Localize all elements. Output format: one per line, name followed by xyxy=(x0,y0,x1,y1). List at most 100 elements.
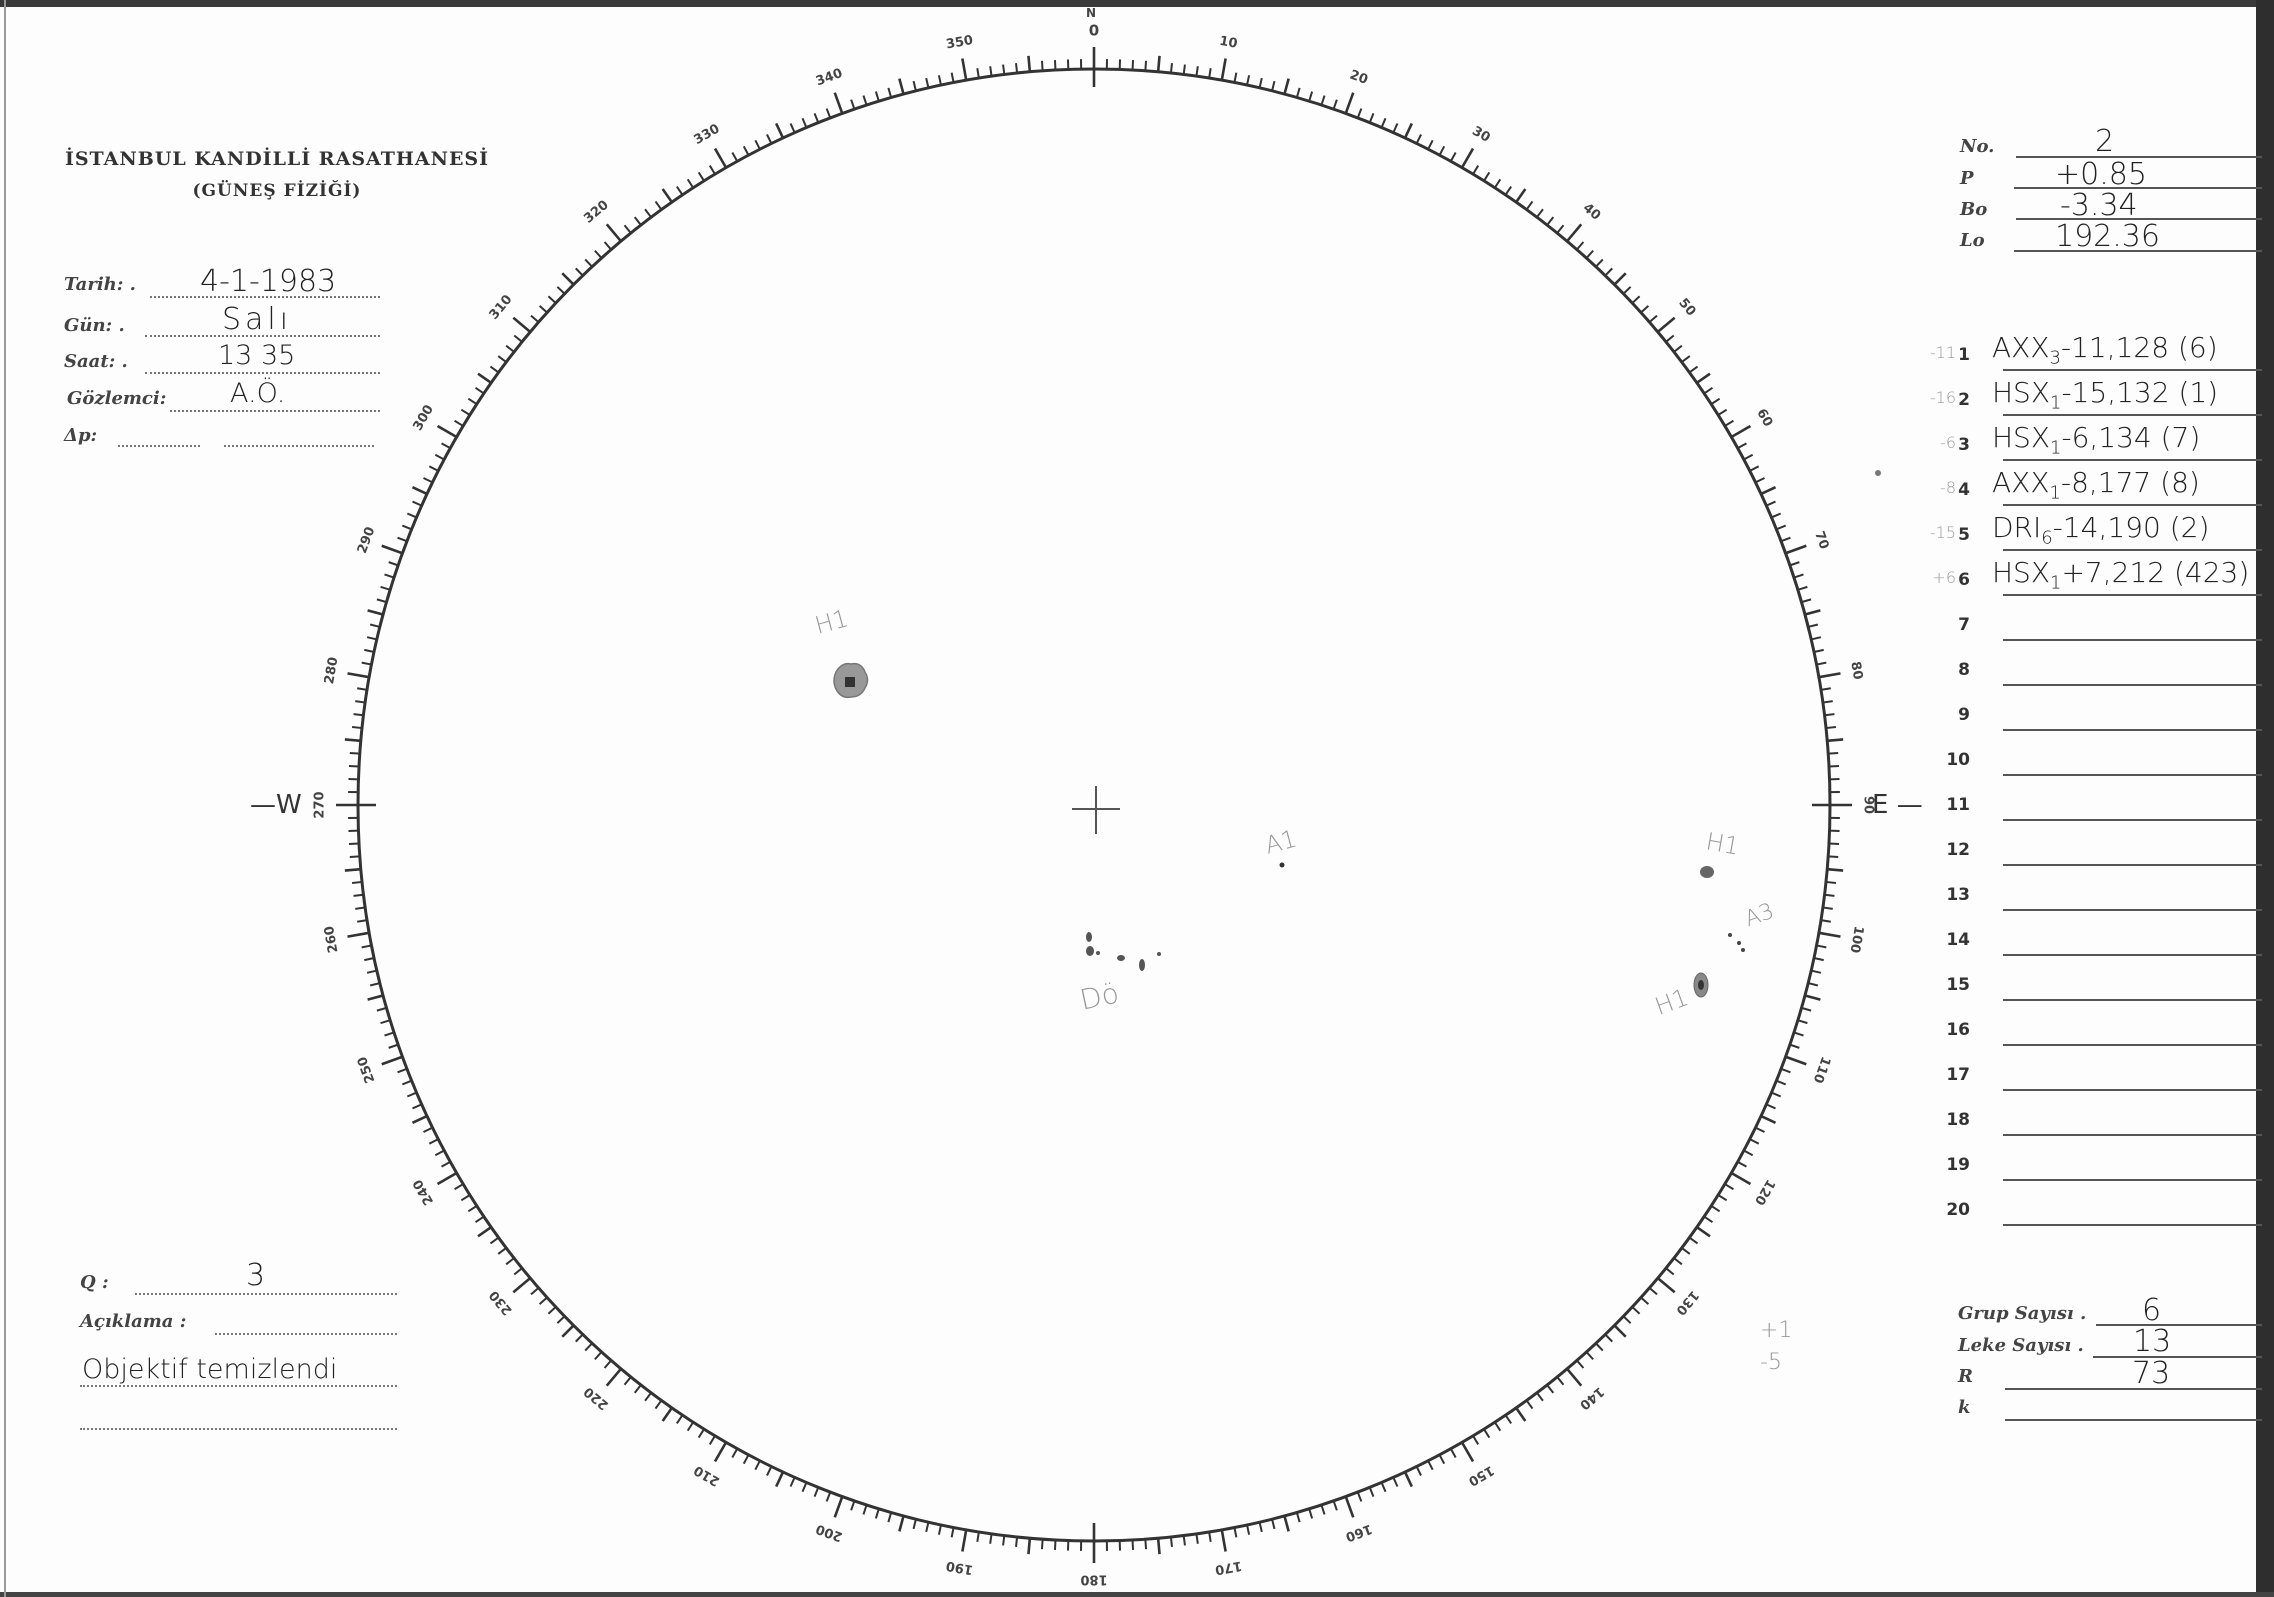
group-entry[interactable]: HSX1+7,212 (423) xyxy=(1992,556,2249,594)
group-entry[interactable]: DRI6-14,190 (2) xyxy=(1992,511,2209,549)
scale-tick xyxy=(686,1421,694,1432)
stray-mark xyxy=(1875,470,1881,476)
scale-tick xyxy=(1665,334,1675,343)
scale-tick xyxy=(1789,561,1800,567)
scale-tick xyxy=(538,305,548,314)
gozlemci-value[interactable]: A.Ö. xyxy=(230,378,286,409)
group-row-number: 16 xyxy=(1946,1020,1970,1040)
scale-tick xyxy=(1804,609,1821,616)
scale-tick xyxy=(775,122,785,139)
scale-tick xyxy=(367,609,384,616)
aciklama-value[interactable]: Objektif temizlendi xyxy=(82,1354,338,1385)
group-entry[interactable]: HSX1-15,132 (1) xyxy=(1992,376,2218,414)
scale-tick xyxy=(925,1521,930,1533)
scale-tick xyxy=(1818,672,1841,679)
scale-tick xyxy=(1283,1515,1290,1532)
scale-label: 210 xyxy=(691,1462,722,1489)
group-class: HSX xyxy=(1992,376,2051,409)
sunspot xyxy=(1086,932,1092,942)
scan-edge-right xyxy=(2256,0,2274,1597)
scale-label: 80 xyxy=(1847,660,1865,680)
group-row-number: 13 xyxy=(1946,885,1970,905)
scale-tick xyxy=(1415,1466,1422,1476)
scale-tick xyxy=(1504,185,1512,196)
sunspot xyxy=(1279,862,1285,868)
scale-tick xyxy=(1780,1067,1791,1074)
scale-tick xyxy=(644,208,652,218)
scale-label: 220 xyxy=(581,1383,611,1412)
scale-tick xyxy=(1472,165,1480,175)
scale-label: 60 xyxy=(1753,406,1775,429)
scale-label: 240 xyxy=(410,1176,437,1207)
scale-tick xyxy=(833,92,844,114)
scale-tick xyxy=(428,1138,439,1145)
scale-tick xyxy=(1737,442,1747,450)
observatory-subtitle: (GÜNEŞ FİZİĞİ) xyxy=(192,181,362,201)
scale-tick xyxy=(401,1079,412,1086)
group-entry[interactable]: AXX1-8,177 (8) xyxy=(1992,466,2200,504)
lo-value[interactable]: 192.36 xyxy=(2055,219,2160,254)
scale-tick xyxy=(1828,764,1840,768)
no-value[interactable]: 2 xyxy=(2095,124,2115,159)
p-value[interactable]: +0.85 xyxy=(2055,157,2147,192)
scale-tick xyxy=(1283,78,1290,95)
scale-tick xyxy=(1403,1471,1413,1488)
scale-tick xyxy=(1576,1359,1585,1369)
scale-tick xyxy=(676,1414,684,1425)
scale-tick xyxy=(1246,75,1251,86)
scale-tick xyxy=(1681,1247,1691,1255)
group-position: -11,128 (6) xyxy=(2060,331,2218,364)
group-entry[interactable]: AXX3-11,128 (6) xyxy=(1992,331,2218,369)
scale-tick xyxy=(369,982,381,987)
q-value[interactable]: 3 xyxy=(246,1258,266,1293)
leke-sayisi-value[interactable]: 13 xyxy=(2133,1324,2172,1359)
observatory-title: İSTANBUL KANDİLLİ RASATHANESİ xyxy=(64,148,490,170)
group-class-subscript: 3 xyxy=(2049,347,2061,369)
scale-tick xyxy=(850,1500,856,1511)
group-class-subscript: 1 xyxy=(2050,392,2062,414)
scale-tick xyxy=(1392,1476,1399,1487)
group-entry[interactable]: HSX1-6,134 (7) xyxy=(1992,421,2200,459)
scale-tick xyxy=(1368,112,1375,123)
scale-tick xyxy=(1825,880,1837,884)
scale-tick xyxy=(1824,713,1835,717)
gozlemci-label: Gözlemci: xyxy=(67,388,167,409)
scale-tick xyxy=(1743,1149,1754,1157)
group-class: HSX xyxy=(1992,421,2051,454)
bo-value[interactable]: -3.34 xyxy=(2060,188,2138,223)
scale-tick xyxy=(1144,1539,1148,1550)
scale-tick xyxy=(1816,661,1827,666)
scale-tick xyxy=(937,1524,942,1535)
north-marker: N xyxy=(1086,6,1097,20)
scale-tick xyxy=(1755,477,1765,484)
scale-tick xyxy=(623,224,632,234)
scale-tick xyxy=(1765,500,1776,507)
scale-tick xyxy=(1818,931,1841,938)
scale-tick xyxy=(1515,1407,1527,1422)
gun-label: Gün: . xyxy=(64,315,125,336)
group-row-number: 6 xyxy=(1958,570,1970,590)
scale-tick xyxy=(357,919,368,923)
tarih-value[interactable]: 4-1-1983 xyxy=(200,264,337,299)
group-row-number: 20 xyxy=(1946,1200,1970,1220)
scale-tick xyxy=(1816,944,1827,949)
r-value[interactable]: 73 xyxy=(2132,1356,2171,1391)
scale-tick xyxy=(1810,969,1822,974)
scale-tick xyxy=(801,1482,808,1493)
saat-value[interactable]: 13 35 xyxy=(218,340,296,371)
saat-label: Saat: . xyxy=(64,351,128,372)
scale-label: 10 xyxy=(1218,34,1238,52)
scale-tick xyxy=(1724,419,1734,427)
scale-tick xyxy=(489,1236,500,1245)
gun-value[interactable]: Salı xyxy=(222,302,293,337)
scale-tick xyxy=(1595,1342,1604,1352)
group-position: -6,134 (7) xyxy=(2061,421,2201,454)
grup-sayisi-value[interactable]: 6 xyxy=(2142,1293,2162,1328)
group-class: AXX xyxy=(1992,331,2050,364)
scale-tick xyxy=(474,387,485,395)
scale-tick xyxy=(575,267,584,277)
group-latitude-note: -6 xyxy=(1940,433,1956,452)
scale-tick xyxy=(1622,1315,1632,1324)
scale-tick xyxy=(1271,1518,1276,1530)
scale-tick xyxy=(434,453,445,461)
